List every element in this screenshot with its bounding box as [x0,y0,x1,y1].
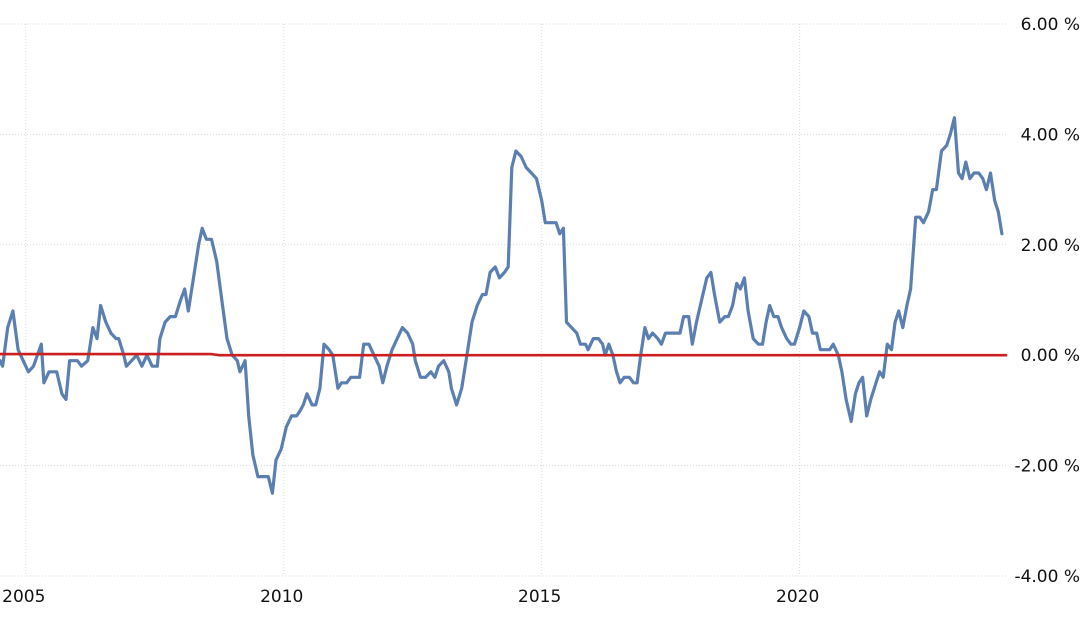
y-tick-label: -2.00 % [1014,457,1080,477]
y-axis-ticks: 6.00 % 4.00 % 2.00 % 0.00 % -2.00 % -4.00 % [1014,15,1080,587]
y-tick-label: 2.00 % [1021,236,1080,256]
series-line-primary [0,116,1004,495]
x-tick-label: 2020 [776,587,819,607]
x-tick-label: 2010 [260,587,303,607]
grid [0,23,1006,577]
y-tick-label: -4.00 % [1014,567,1080,587]
y-tick-label: 6.00 % [1021,15,1080,35]
series-layer [0,116,1008,495]
y-tick-label: 0.00 % [1021,346,1080,366]
series-line-baseline [0,352,1008,357]
x-axis-ticks: 2005 2010 2015 2020 [2,587,819,607]
x-tick-label: 2015 [518,587,561,607]
y-tick-label: 4.00 % [1021,125,1080,145]
x-tick-label: 2005 [2,587,45,607]
